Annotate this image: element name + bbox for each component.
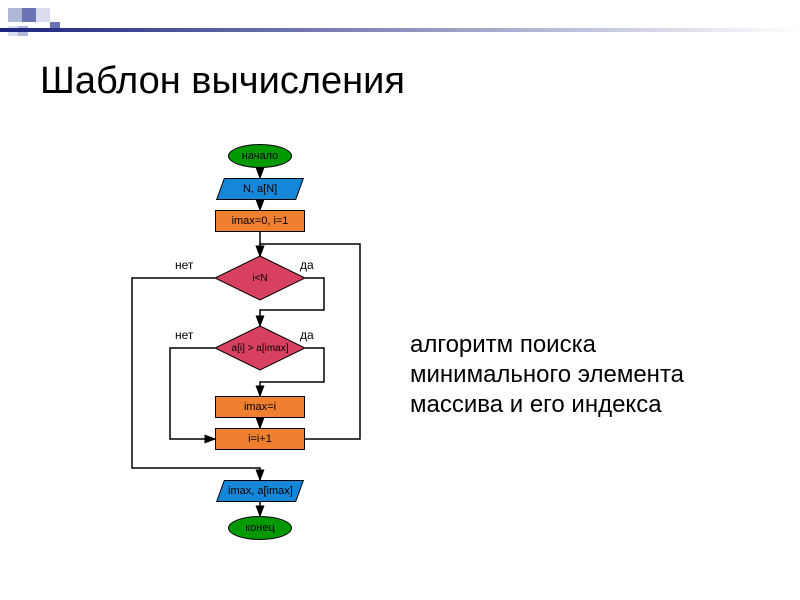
flowchart-node-inp: N, a[N]: [216, 178, 304, 200]
flowchart: i<N a[i] > a[imax] начало N, a[N] imax=0, i=…: [100, 140, 410, 570]
edge-label: нет: [175, 328, 193, 342]
flowchart-node-set: imax=i: [215, 396, 305, 418]
flowchart-node-end: конец: [228, 516, 292, 540]
svg-text:i<N: i<N: [252, 273, 267, 284]
deco-square: [36, 8, 50, 22]
edge-label: да: [300, 328, 314, 342]
deco-square: [22, 8, 36, 22]
flowchart-node-init: imax=0, i=1: [215, 210, 305, 232]
flowchart-node-start: начало: [228, 144, 292, 168]
deco-square: [8, 8, 22, 22]
slide-title: Шаблон вычисления: [40, 60, 405, 103]
top-border: [0, 28, 800, 32]
flowchart-node-inc: i=i+1: [215, 428, 305, 450]
edge-label: да: [300, 258, 314, 272]
slide-body-text: алгоритм поиска минимального элемента ма…: [410, 330, 760, 420]
flowchart-node-out: imax, a[imax]: [216, 480, 304, 502]
svg-text:a[i] > a[imax]: a[i] > a[imax]: [232, 343, 289, 354]
edge-label: нет: [175, 258, 193, 272]
flowchart-arrows: i<N a[i] > a[imax]: [100, 140, 410, 570]
